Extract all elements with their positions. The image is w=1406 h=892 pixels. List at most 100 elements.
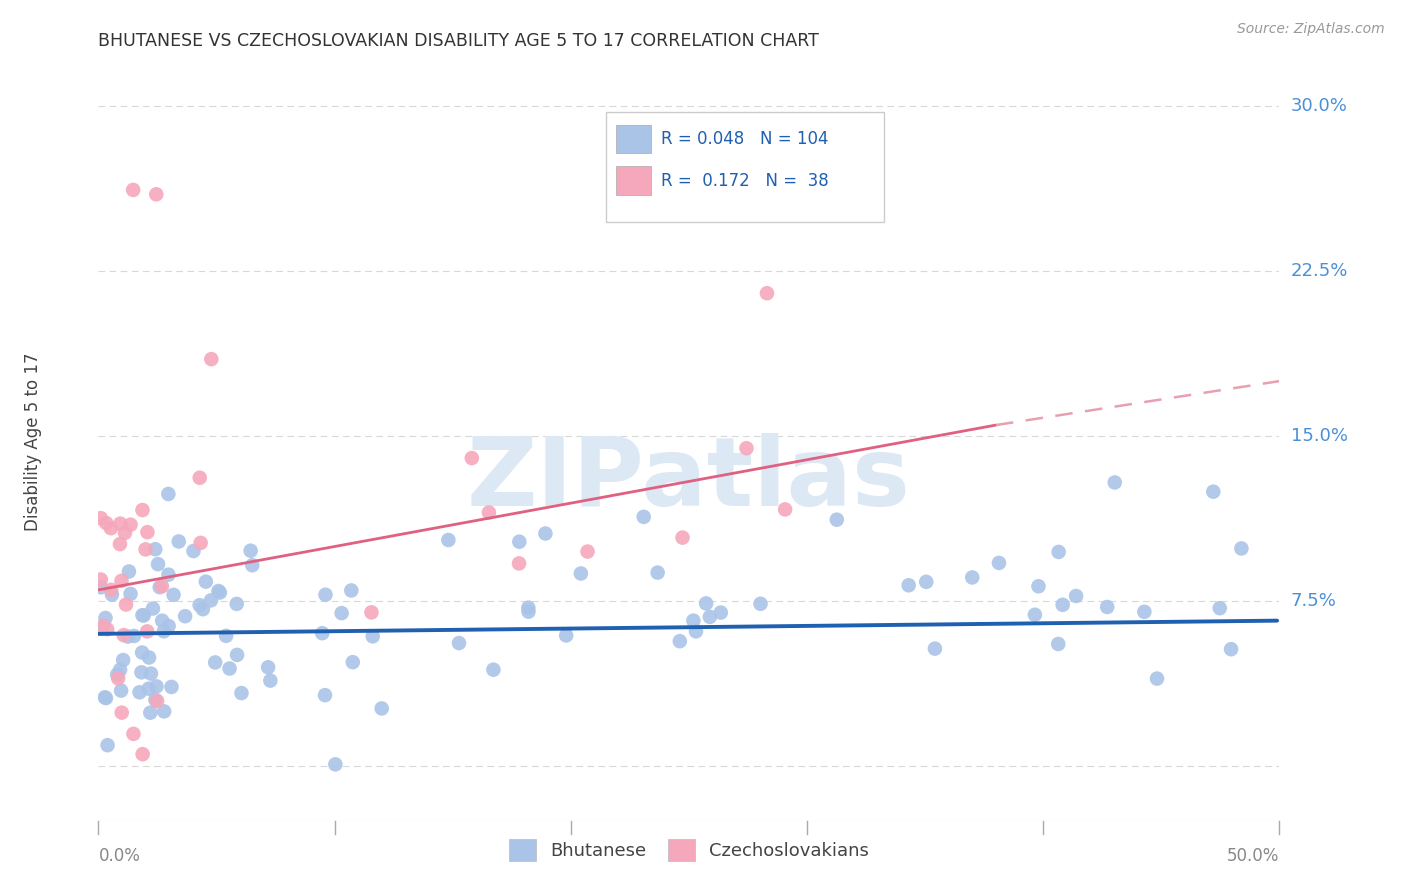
Point bbox=[773, 502, 796, 516]
Point bbox=[131, 665, 153, 680]
Point bbox=[1220, 642, 1243, 657]
Point bbox=[146, 694, 169, 708]
Point bbox=[150, 614, 173, 628]
Point bbox=[569, 566, 592, 581]
Point bbox=[101, 588, 124, 602]
Point bbox=[239, 543, 262, 558]
Point bbox=[360, 606, 382, 620]
Point bbox=[1202, 484, 1225, 499]
Point bbox=[174, 609, 197, 624]
Text: 0.0%: 0.0% bbox=[98, 847, 141, 865]
Point bbox=[145, 679, 167, 693]
Point bbox=[190, 536, 212, 550]
Text: 22.5%: 22.5% bbox=[1291, 262, 1348, 280]
Point bbox=[447, 636, 470, 650]
Point bbox=[157, 619, 180, 633]
Point bbox=[669, 634, 692, 648]
Point bbox=[107, 671, 129, 685]
Point bbox=[90, 573, 112, 587]
Point bbox=[153, 704, 176, 718]
Point bbox=[478, 506, 501, 520]
Point bbox=[146, 557, 169, 571]
Text: 15.0%: 15.0% bbox=[1291, 427, 1347, 445]
Point bbox=[122, 629, 145, 643]
Point bbox=[97, 738, 120, 752]
Point bbox=[90, 580, 112, 594]
Point bbox=[131, 646, 153, 660]
Point bbox=[131, 503, 153, 517]
Point bbox=[145, 187, 167, 202]
Point bbox=[534, 526, 557, 541]
Point bbox=[517, 600, 540, 615]
Point bbox=[153, 624, 176, 639]
Point bbox=[340, 583, 363, 598]
FancyBboxPatch shape bbox=[616, 166, 651, 195]
Point bbox=[1146, 672, 1168, 686]
Point bbox=[112, 653, 135, 667]
Point bbox=[162, 588, 184, 602]
Text: Source: ZipAtlas.com: Source: ZipAtlas.com bbox=[1237, 22, 1385, 37]
Point bbox=[208, 585, 231, 599]
Point bbox=[482, 663, 505, 677]
Point bbox=[1104, 475, 1126, 490]
Point bbox=[135, 542, 157, 557]
Point bbox=[143, 542, 166, 557]
Point bbox=[93, 618, 115, 632]
Point bbox=[685, 624, 707, 639]
Point bbox=[115, 598, 138, 612]
Point bbox=[131, 608, 153, 623]
Point bbox=[960, 570, 983, 584]
Point bbox=[110, 574, 132, 588]
Point bbox=[94, 690, 117, 705]
Text: 50.0%: 50.0% bbox=[1227, 847, 1279, 865]
Point bbox=[735, 441, 758, 455]
Point bbox=[207, 584, 229, 599]
Point bbox=[361, 629, 384, 643]
Point bbox=[987, 556, 1010, 570]
Text: 30.0%: 30.0% bbox=[1291, 97, 1347, 115]
Point bbox=[555, 628, 578, 642]
Point bbox=[118, 565, 141, 579]
FancyBboxPatch shape bbox=[616, 125, 651, 153]
Text: R =  0.172   N =  38: R = 0.172 N = 38 bbox=[661, 172, 828, 190]
Point bbox=[314, 688, 336, 702]
Point bbox=[204, 656, 226, 670]
Point bbox=[122, 183, 145, 197]
Text: BHUTANESE VS CZECHOSLOVAKIAN DISABILITY AGE 5 TO 17 CORRELATION CHART: BHUTANESE VS CZECHOSLOVAKIAN DISABILITY … bbox=[98, 32, 820, 50]
Point bbox=[111, 706, 134, 720]
Point bbox=[240, 558, 263, 573]
Point bbox=[1230, 541, 1253, 556]
Point bbox=[710, 606, 733, 620]
Point bbox=[897, 578, 920, 592]
Point bbox=[1047, 637, 1070, 651]
Point bbox=[517, 605, 540, 619]
Point bbox=[647, 566, 669, 580]
Point bbox=[96, 622, 118, 636]
Point bbox=[915, 574, 938, 589]
Point bbox=[1209, 601, 1232, 615]
Point bbox=[311, 626, 333, 640]
Point bbox=[94, 691, 117, 706]
Point bbox=[1095, 599, 1118, 614]
Point bbox=[112, 628, 135, 642]
Point bbox=[100, 582, 122, 597]
Point bbox=[138, 681, 160, 696]
Point bbox=[96, 516, 118, 530]
Point bbox=[225, 597, 247, 611]
Point bbox=[145, 692, 167, 706]
Point bbox=[633, 509, 655, 524]
Point bbox=[128, 685, 150, 699]
Point bbox=[157, 567, 180, 582]
Point bbox=[682, 614, 704, 628]
Text: Disability Age 5 to 17: Disability Age 5 to 17 bbox=[24, 352, 42, 531]
Point bbox=[150, 579, 173, 593]
Point bbox=[105, 667, 128, 681]
Point bbox=[699, 610, 721, 624]
Point bbox=[108, 663, 131, 677]
Point bbox=[508, 557, 530, 571]
Point bbox=[226, 648, 249, 662]
Point bbox=[342, 655, 364, 669]
Point bbox=[1064, 589, 1087, 603]
Legend: Bhutanese, Czechoslovakians: Bhutanese, Czechoslovakians bbox=[502, 832, 876, 869]
Text: R = 0.048   N = 104: R = 0.048 N = 104 bbox=[661, 130, 828, 148]
